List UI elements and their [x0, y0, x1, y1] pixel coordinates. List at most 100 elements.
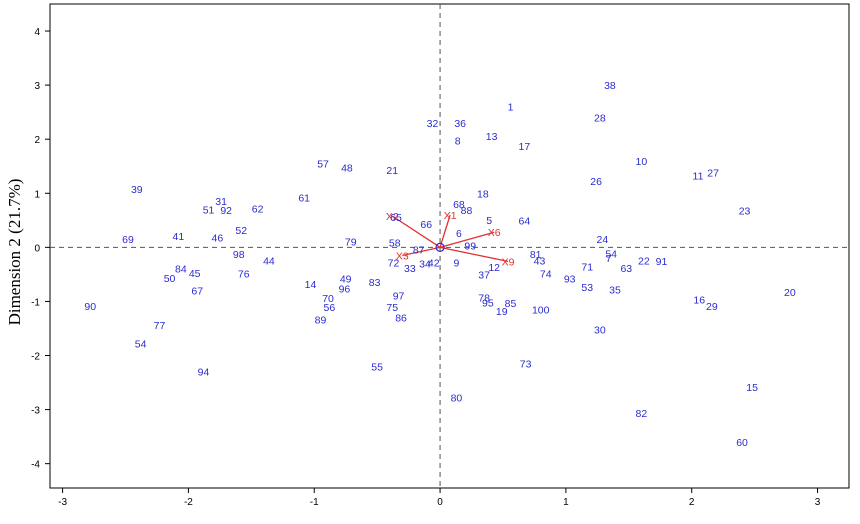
- observation-label: 32: [427, 118, 439, 130]
- x-tick-label: -2: [184, 497, 193, 508]
- observation-label: 72: [388, 257, 400, 269]
- plot-frame: [49, 3, 850, 489]
- y-axis-title: Dimension 2 (21.7%): [5, 179, 24, 326]
- observation-label: 96: [339, 283, 351, 295]
- observation-label: 69: [122, 234, 134, 246]
- observation-label: 23: [739, 206, 751, 218]
- observation-label: 42: [428, 257, 440, 269]
- observation-label: 57: [317, 159, 329, 171]
- observation-label: 43: [534, 255, 546, 267]
- observation-label: 56: [323, 302, 335, 314]
- observation-label: 24: [597, 234, 609, 246]
- observation-label: 68: [453, 199, 465, 211]
- x-tick-label: 3: [815, 497, 821, 508]
- observation-label: 31: [215, 196, 227, 208]
- observation-label: 22: [638, 255, 650, 267]
- observation-label: 48: [341, 162, 353, 174]
- observation-label: 98: [233, 249, 245, 261]
- observation-label: 39: [131, 184, 143, 196]
- observation-label: 75: [386, 302, 398, 314]
- observation-label: 49: [340, 274, 352, 286]
- y-tick-label: 0: [34, 243, 40, 254]
- observation-label: 46: [212, 233, 224, 245]
- variable-vector: [391, 215, 441, 248]
- observation-label: 70: [322, 293, 334, 305]
- observation-label: 18: [477, 188, 489, 200]
- observation-label: 55: [371, 361, 383, 373]
- observation-label: 82: [636, 408, 648, 420]
- observation-label: 12: [488, 262, 500, 274]
- y-tick-label: -4: [31, 460, 40, 471]
- observation-label: 80: [451, 393, 463, 405]
- observation-label: 5: [486, 215, 492, 227]
- observation-label: 30: [594, 325, 606, 337]
- observation-label: 60: [736, 437, 748, 449]
- observation-label: 33: [404, 263, 416, 275]
- observation-label: 83: [369, 277, 381, 289]
- observation-label: 71: [581, 261, 593, 273]
- observation-label: 41: [172, 231, 184, 243]
- observation-label: 14: [305, 279, 317, 291]
- observation-label: 84: [175, 263, 187, 275]
- observation-label: 1: [508, 102, 514, 114]
- x-axis: -3 -2 -1 0 1 2 3: [58, 488, 821, 508]
- y-axis: -4 -3 -2 -1 0 1 2 3 4: [31, 27, 50, 471]
- observation-label: 73: [520, 359, 532, 371]
- y-tick-label: 2: [34, 135, 40, 146]
- observation-label: 8: [455, 135, 461, 147]
- observation-label: 100: [532, 305, 550, 317]
- observation-label: 74: [540, 268, 552, 280]
- observation-label: 17: [519, 141, 531, 153]
- observation-label: 15: [746, 382, 758, 394]
- y-tick-label: 1: [34, 189, 40, 200]
- observation-label: 97: [393, 290, 405, 302]
- observation-label: 20: [784, 287, 796, 299]
- y-tick-label: 4: [34, 27, 40, 38]
- observation-label: 36: [454, 118, 466, 130]
- observation-label: 19: [496, 306, 508, 318]
- observation-label: 21: [386, 165, 398, 177]
- origin-marker: [435, 242, 445, 252]
- observation-label: 10: [636, 156, 648, 168]
- y-tick-label: -3: [31, 406, 40, 417]
- variable-vectors: X2 X3 X1 X6 X9: [386, 210, 515, 269]
- observation-label: 51: [203, 204, 215, 216]
- observation-label: 34: [419, 259, 431, 271]
- observation-label: 45: [189, 268, 201, 280]
- variable-vector: [439, 214, 451, 248]
- observation-label: 9: [453, 257, 459, 269]
- observation-label: 81: [530, 249, 542, 261]
- observation-label: 88: [461, 205, 473, 217]
- observation-label: 92: [220, 205, 232, 217]
- variable-vector: [439, 246, 509, 263]
- observation-label: 54: [605, 248, 617, 260]
- observation-label: 94: [198, 367, 210, 379]
- observation-label: 99: [464, 241, 476, 253]
- observation-label: 64: [519, 215, 531, 227]
- variable-label: X3: [396, 250, 409, 262]
- observation-label: 79: [345, 236, 357, 248]
- observation-label: 6: [456, 228, 462, 240]
- x-tick-label: 0: [437, 497, 443, 508]
- observation-label: 76: [238, 268, 250, 280]
- observation-label: 85: [505, 298, 517, 310]
- observation-label: 53: [581, 282, 593, 294]
- observation-label: 26: [590, 176, 602, 188]
- observation-label: 52: [235, 225, 247, 237]
- observation-label: 37: [478, 269, 490, 281]
- variable-label: X2: [386, 211, 399, 223]
- x-tick-label: -3: [58, 497, 67, 508]
- x-tick-label: 1: [563, 497, 569, 508]
- observation-label: 63: [620, 263, 632, 275]
- observation-label: 13: [486, 131, 498, 143]
- observation-label: 7: [606, 253, 612, 265]
- observation-label: 28: [594, 113, 606, 125]
- observation-label: 16: [693, 294, 705, 306]
- observation-label: 44: [263, 255, 275, 267]
- variable-label: X6: [488, 227, 501, 239]
- observation-label: 35: [609, 285, 621, 297]
- y-tick-label: -1: [31, 297, 40, 308]
- observation-label: 58: [389, 237, 401, 249]
